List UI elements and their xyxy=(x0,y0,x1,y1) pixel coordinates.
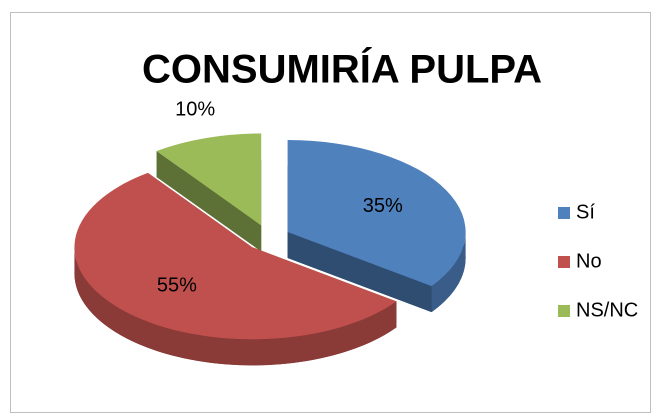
slice-edge xyxy=(74,247,397,366)
slice xyxy=(74,172,397,340)
data-label: 10% xyxy=(175,99,215,121)
slice-wall xyxy=(156,151,262,252)
legend-swatch xyxy=(558,207,570,219)
chart-title: CONSUMIRÍA PULPA xyxy=(142,47,542,92)
slice-wall xyxy=(287,232,432,313)
data-label: 35% xyxy=(363,195,403,217)
data-label: 55% xyxy=(157,275,197,297)
slice-edge xyxy=(431,232,466,313)
legend-label: No xyxy=(576,250,602,272)
legend-swatch xyxy=(558,305,570,317)
slice xyxy=(156,133,262,226)
legend-label: NS/NC xyxy=(576,299,638,321)
legend-label: Sí xyxy=(576,201,595,223)
slice xyxy=(287,140,466,287)
pie-tops: 35% 55% 10% xyxy=(74,99,466,340)
legend-swatch xyxy=(558,256,570,268)
